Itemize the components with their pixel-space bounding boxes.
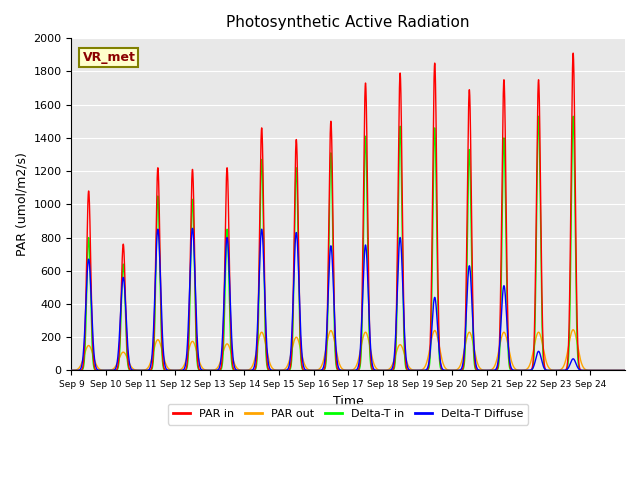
- Text: VR_met: VR_met: [83, 51, 135, 64]
- Legend: PAR in, PAR out, Delta-T in, Delta-T Diffuse: PAR in, PAR out, Delta-T in, Delta-T Dif…: [168, 404, 529, 425]
- Title: Photosynthetic Active Radiation: Photosynthetic Active Radiation: [227, 15, 470, 30]
- Y-axis label: PAR (umol/m2/s): PAR (umol/m2/s): [15, 152, 28, 256]
- X-axis label: Time: Time: [333, 395, 364, 408]
